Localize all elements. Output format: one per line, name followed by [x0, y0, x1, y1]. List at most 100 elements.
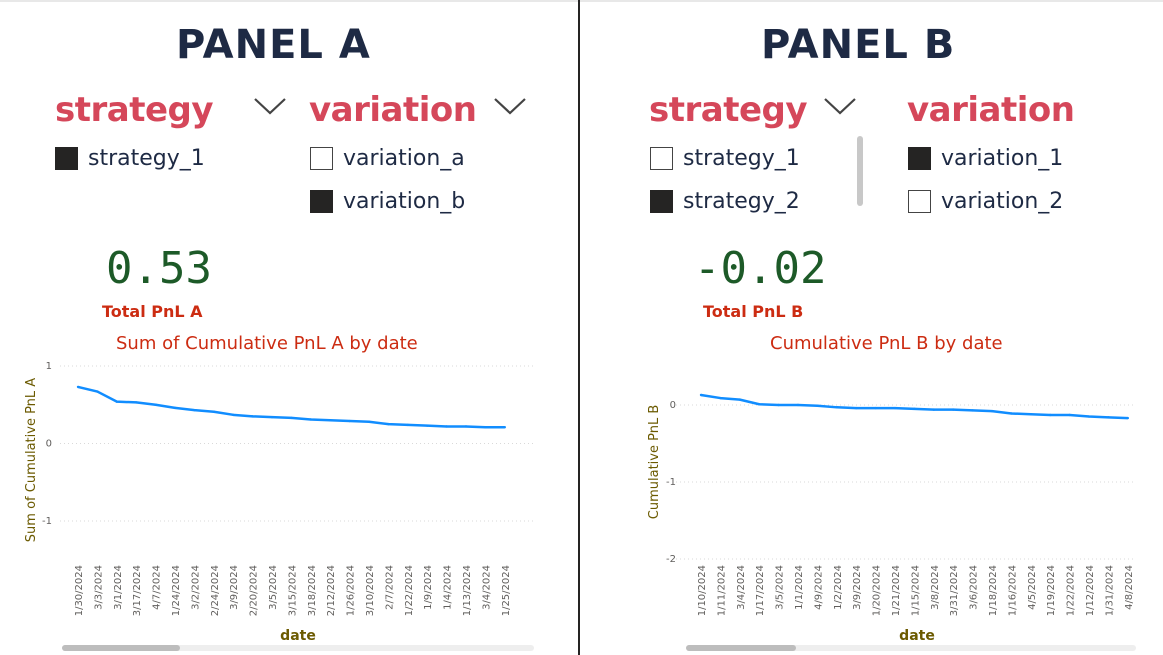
data-point: [329, 419, 332, 422]
x-tick-label: 2/7/2024: [384, 565, 395, 610]
x-tick-label: 1/1/2024: [794, 565, 805, 610]
chevron-down-icon[interactable]: [823, 95, 857, 117]
option-label: variation_a: [343, 145, 465, 171]
data-point: [426, 424, 429, 427]
x-tick-label: 2/12/2024: [326, 565, 337, 616]
x-tick-label: 3/9/2024: [852, 565, 863, 610]
data-point: [173, 406, 177, 410]
x-tick-label: 1/26/2024: [346, 565, 357, 616]
panel-a: PANEL A strategy strategy_1 variation va…: [0, 0, 578, 655]
panel-a-chart-scroll-thumb[interactable]: [62, 645, 180, 651]
panel-a-strategy-option[interactable]: strategy_1: [55, 143, 205, 173]
option-label: strategy_1: [683, 145, 800, 171]
panel-b-line-chart[interactable]: 0 -1 -2 1/10/2024 1/11/2024 3/4/2024 1/17/2024…: [581, 0, 1163, 655]
checkbox-icon[interactable]: [310, 189, 333, 213]
x-tick-label: 1/18/2024: [988, 565, 999, 616]
data-point: [913, 407, 916, 411]
data-point: [309, 418, 312, 421]
checkbox-icon[interactable]: [650, 146, 673, 170]
panel-b-chart-scrollbar[interactable]: [686, 645, 1136, 651]
data-point: [758, 403, 761, 406]
x-tick-label: 1/31/2024: [1104, 565, 1115, 616]
x-tick-label: 2/20/2024: [249, 565, 260, 616]
data-point: [503, 426, 506, 429]
x-tick-label: 2/24/2024: [210, 565, 221, 616]
x-tick-label: 1/12/2024: [1085, 565, 1096, 616]
data-point: [484, 426, 487, 429]
y-tick-label: -1: [666, 477, 676, 488]
panel-a-line-chart[interactable]: 1 0 -1 1/30/2024 3/3/2024 3/1/2024 3/17/2024 4/…: [0, 0, 578, 655]
option-label: variation_b: [343, 188, 466, 214]
x-tick-label: 1/19/2024: [1046, 565, 1057, 616]
chevron-down-icon[interactable]: [493, 95, 527, 117]
panel-b-variation-option[interactable]: variation_2: [908, 186, 1063, 216]
y-tick-label: -1: [42, 516, 52, 527]
data-point: [193, 408, 196, 412]
data-point: [115, 400, 119, 403]
x-tick-label: 3/31/2024: [949, 565, 960, 616]
x-tick-label: 4/7/2024: [152, 565, 163, 610]
panel-a-chart-scrollbar[interactable]: [62, 645, 534, 651]
panel-b-variation-option[interactable]: variation_1: [908, 143, 1063, 173]
data-point: [738, 398, 741, 401]
y-tick-label: 0: [670, 400, 676, 411]
data-point: [1107, 416, 1110, 419]
data-point: [464, 425, 468, 428]
x-tick-label: 4/5/2024: [1027, 565, 1038, 610]
panel-b-chart-scroll-thumb[interactable]: [686, 645, 796, 651]
x-tick-label: 3/17/2024: [132, 565, 143, 616]
x-tick-label: 3/4/2024: [481, 565, 492, 610]
checkbox-icon[interactable]: [310, 146, 333, 170]
panel-a-variation-slicer-title: variation: [309, 90, 477, 130]
x-tick-label: 1/11/2024: [716, 565, 727, 616]
x-tick-label: 1/17/2024: [755, 565, 766, 616]
data-point: [1010, 412, 1013, 415]
x-tick-label: 1/4/2024: [443, 565, 454, 610]
x-tick-label: 1/21/2024: [891, 565, 902, 616]
option-label: variation_1: [941, 145, 1064, 171]
x-axis-title: date: [899, 628, 935, 644]
panel-a-variation-option[interactable]: variation_b: [310, 186, 465, 216]
data-point: [932, 408, 935, 411]
data-point: [719, 396, 722, 400]
data-point: [952, 408, 955, 411]
panel-divider: [578, 0, 580, 655]
x-tick-label: 3/4/2024: [736, 565, 747, 610]
data-point: [290, 416, 293, 420]
panel-b-title: PANEL B: [761, 22, 956, 68]
data-point: [387, 422, 390, 426]
panel-b-strategy-slicer-title: strategy: [649, 90, 808, 130]
panel-b-chart-title: Cumulative PnL B by date: [770, 333, 1003, 354]
panel-b-strategy-option[interactable]: strategy_1: [650, 143, 800, 173]
data-point: [1087, 415, 1091, 418]
y-tick-label: 1: [46, 361, 52, 372]
panel-a-variation-option[interactable]: variation_a: [310, 143, 465, 173]
panel-a-kpi-value: 0.53: [106, 243, 212, 294]
panel-b-strategy-scrollbar[interactable]: [857, 136, 863, 206]
panel-a-chart-title: Sum of Cumulative PnL A by date: [116, 333, 418, 354]
data-point: [699, 393, 703, 397]
panel-b-strategy-option[interactable]: strategy_2: [650, 186, 800, 216]
panel-a-strategy-slicer-title: strategy: [55, 90, 214, 130]
x-tick-label: 1/2/2024: [833, 565, 844, 610]
data-point: [1029, 413, 1032, 416]
panel-a-title: PANEL A: [176, 22, 371, 68]
data-point: [348, 419, 351, 423]
data-point: [990, 409, 994, 413]
data-point: [76, 385, 80, 389]
x-tick-label: 1/22/2024: [1066, 565, 1077, 616]
x-tick-label: 1/10/2024: [697, 565, 708, 616]
data-point: [445, 425, 448, 428]
data-point: [251, 415, 254, 418]
checkbox-icon[interactable]: [55, 146, 78, 170]
x-tick-label: 1/15/2024: [910, 565, 921, 616]
checkbox-icon[interactable]: [908, 189, 931, 213]
data-point: [1049, 413, 1052, 417]
x-tick-label: 4/8/2024: [1124, 565, 1135, 610]
chevron-down-icon[interactable]: [253, 95, 287, 117]
panel-a-kpi-label: Total PnL A: [102, 302, 203, 321]
data-point: [1068, 413, 1071, 417]
checkbox-icon[interactable]: [650, 189, 673, 213]
checkbox-icon[interactable]: [908, 146, 931, 170]
data-point: [270, 415, 274, 419]
